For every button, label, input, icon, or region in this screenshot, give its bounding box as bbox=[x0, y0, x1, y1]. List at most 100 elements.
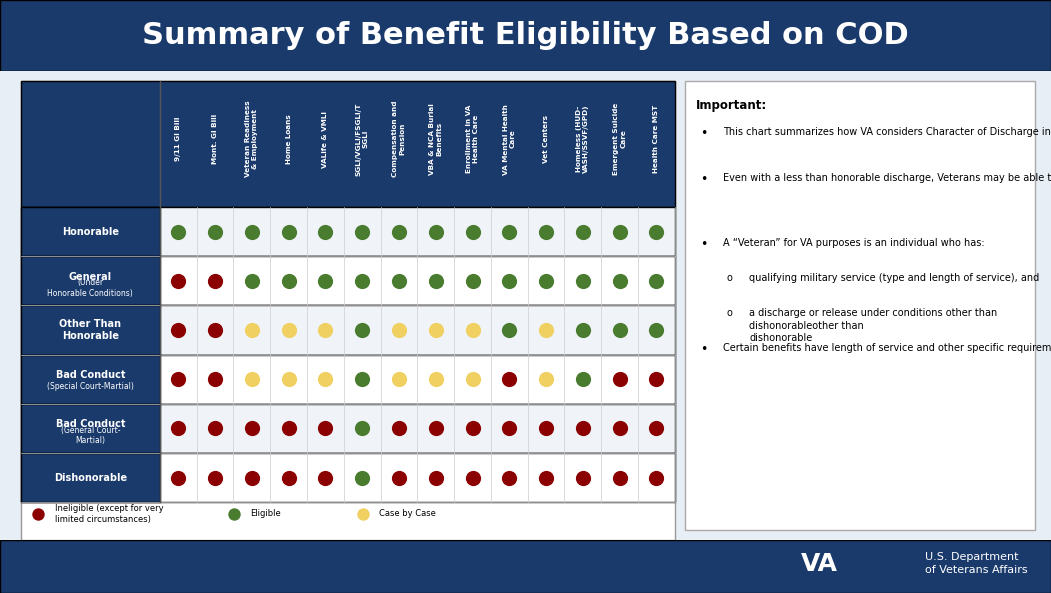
Point bbox=[281, 276, 297, 286]
FancyBboxPatch shape bbox=[21, 207, 160, 256]
Point bbox=[354, 325, 371, 334]
Point bbox=[317, 325, 334, 334]
Point bbox=[538, 473, 555, 482]
Point bbox=[170, 227, 187, 237]
FancyBboxPatch shape bbox=[21, 355, 675, 404]
Point bbox=[465, 423, 481, 433]
Point bbox=[465, 374, 481, 384]
Point bbox=[501, 374, 518, 384]
FancyBboxPatch shape bbox=[21, 453, 160, 502]
Text: Bad Conduct: Bad Conduct bbox=[56, 370, 125, 380]
Point bbox=[354, 374, 371, 384]
Point bbox=[612, 276, 628, 286]
FancyBboxPatch shape bbox=[21, 355, 160, 404]
Point bbox=[648, 374, 665, 384]
Point bbox=[501, 325, 518, 334]
Point bbox=[501, 227, 518, 237]
Point bbox=[538, 374, 555, 384]
Text: Eligible: Eligible bbox=[250, 509, 282, 518]
Text: Vet Centers: Vet Centers bbox=[543, 115, 549, 163]
Point bbox=[170, 276, 187, 286]
Point bbox=[317, 374, 334, 384]
Point bbox=[317, 276, 334, 286]
Text: •: • bbox=[701, 343, 708, 356]
Text: (Under
Honorable Conditions): (Under Honorable Conditions) bbox=[47, 279, 133, 298]
Point bbox=[391, 473, 408, 482]
Point bbox=[281, 473, 297, 482]
Text: Dishonorable: Dishonorable bbox=[54, 473, 127, 483]
Point bbox=[391, 276, 408, 286]
Point bbox=[244, 374, 261, 384]
FancyBboxPatch shape bbox=[21, 305, 675, 355]
Text: A “Veteran” for VA purposes is an individual who has:: A “Veteran” for VA purposes is an indivi… bbox=[723, 238, 985, 248]
Text: U.S. Department
of Veterans Affairs: U.S. Department of Veterans Affairs bbox=[925, 552, 1028, 575]
FancyBboxPatch shape bbox=[21, 207, 675, 256]
Point bbox=[244, 423, 261, 433]
Point bbox=[391, 423, 408, 433]
Text: o: o bbox=[726, 273, 733, 283]
Point bbox=[226, 509, 243, 519]
Point bbox=[612, 423, 628, 433]
Point bbox=[538, 276, 555, 286]
Point bbox=[244, 276, 261, 286]
Point bbox=[354, 423, 371, 433]
FancyBboxPatch shape bbox=[21, 256, 675, 305]
Point bbox=[207, 227, 224, 237]
Text: a discharge or release under conditions other than dishonorableother than
dishon: a discharge or release under conditions … bbox=[749, 308, 997, 343]
Text: Even with a less than honorable discharge, Veterans may be able to access some V: Even with a less than honorable discharg… bbox=[723, 173, 1051, 183]
Point bbox=[207, 374, 224, 384]
Point bbox=[170, 325, 187, 334]
Point bbox=[465, 325, 481, 334]
Point bbox=[612, 227, 628, 237]
Point bbox=[612, 374, 628, 384]
Text: General: General bbox=[68, 272, 111, 282]
Point bbox=[501, 423, 518, 433]
Point bbox=[465, 473, 481, 482]
Point bbox=[170, 423, 187, 433]
Text: (General Court-
Martial): (General Court- Martial) bbox=[61, 426, 120, 445]
Point bbox=[207, 276, 224, 286]
Text: (Special Court-Martial): (Special Court-Martial) bbox=[47, 382, 133, 391]
FancyBboxPatch shape bbox=[21, 404, 675, 453]
Point bbox=[428, 374, 445, 384]
Point bbox=[29, 509, 46, 519]
Point bbox=[391, 374, 408, 384]
Point bbox=[428, 276, 445, 286]
Text: Ineligible (except for very
limited circumstances): Ineligible (except for very limited circ… bbox=[55, 504, 163, 524]
Text: VBA & NCA Burial
Benefits: VBA & NCA Burial Benefits bbox=[429, 103, 442, 175]
Point bbox=[281, 374, 297, 384]
Point bbox=[428, 473, 445, 482]
FancyBboxPatch shape bbox=[0, 540, 1051, 593]
Text: Summary of Benefit Eligibility Based on COD: Summary of Benefit Eligibility Based on … bbox=[142, 21, 909, 50]
Point bbox=[648, 473, 665, 482]
Text: •: • bbox=[701, 173, 708, 186]
Point bbox=[575, 227, 592, 237]
Point bbox=[648, 276, 665, 286]
FancyBboxPatch shape bbox=[21, 305, 160, 355]
Text: Bad Conduct: Bad Conduct bbox=[56, 419, 125, 429]
Point bbox=[428, 325, 445, 334]
Point bbox=[612, 325, 628, 334]
Point bbox=[501, 473, 518, 482]
Point bbox=[428, 227, 445, 237]
Point bbox=[575, 473, 592, 482]
Point bbox=[465, 276, 481, 286]
Point bbox=[170, 374, 187, 384]
Point bbox=[648, 227, 665, 237]
Text: Home Loans: Home Loans bbox=[286, 114, 291, 164]
Point bbox=[501, 276, 518, 286]
Point bbox=[391, 227, 408, 237]
Text: Health Care MST: Health Care MST bbox=[654, 105, 659, 173]
Text: VA: VA bbox=[801, 551, 839, 576]
Text: VA Mental Health
Care: VA Mental Health Care bbox=[502, 104, 516, 174]
Text: qualifying military service (type and length of service), and: qualifying military service (type and le… bbox=[749, 273, 1039, 283]
Point bbox=[575, 423, 592, 433]
Point bbox=[538, 227, 555, 237]
FancyBboxPatch shape bbox=[21, 404, 160, 453]
Point bbox=[317, 423, 334, 433]
Point bbox=[648, 423, 665, 433]
Text: Case by Case: Case by Case bbox=[379, 509, 436, 518]
Text: •: • bbox=[701, 127, 708, 141]
FancyBboxPatch shape bbox=[21, 81, 675, 540]
Point bbox=[244, 325, 261, 334]
